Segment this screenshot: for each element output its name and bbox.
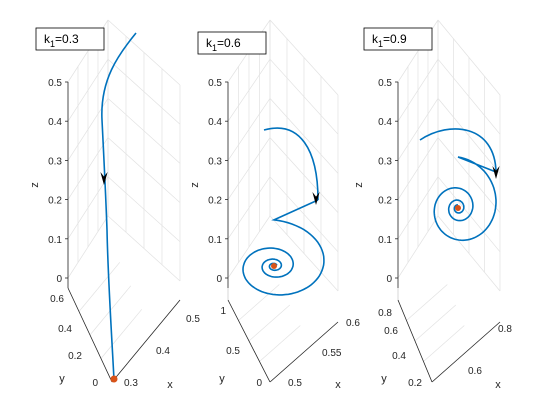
grid-line: [423, 325, 465, 362]
k1-label-prefix: k: [372, 32, 379, 46]
subplot-1: 0 0.1 0.2 0.3 0.4 0.5 0.3 0.4 0.5 0 0.2 0.4 0.6 x y z k1…: [29, 19, 200, 391]
z-tick-label: 0.5: [48, 78, 62, 89]
z-tick-label: 0.4: [208, 117, 222, 128]
grid-line: [100, 309, 143, 359]
y-tick-label: 0.6: [384, 326, 398, 337]
z-tick-label: 0.4: [378, 117, 392, 128]
z-axis-label: z: [29, 182, 41, 188]
z-tick-label: 0: [386, 274, 392, 285]
x-axis-line: [269, 321, 339, 383]
z-tick-label: 0.2: [378, 196, 392, 207]
y-tick-label: 0: [256, 378, 262, 389]
equilibrium-point: [110, 375, 118, 383]
y-axis-label: y: [59, 373, 65, 385]
z-tick-label: 0.3: [378, 156, 392, 167]
z-tick-label: 0.3: [208, 156, 222, 167]
k1-label-subscript: 1: [212, 43, 217, 53]
k1-label-box: [35, 27, 105, 51]
z-axis-label: z: [189, 182, 201, 188]
y-tick-label: 1: [220, 306, 226, 317]
subplot-3: 0 0.1 0.2 0.3 0.4 0.5 0.6 0.8 0.2 0.4 0.6 0.8 x y z k1=…: [353, 19, 512, 391]
z-tick-label: 0.1: [48, 235, 62, 246]
z-axis-label: z: [353, 182, 365, 188]
y-tick-label: 0.4: [58, 324, 72, 335]
direction-arrow: [312, 192, 320, 205]
k1-label-prefix: k: [44, 32, 51, 46]
k1-label-subscript: 1: [50, 39, 55, 49]
k1-label-suffix: =0.6: [217, 36, 241, 50]
k1-label-suffix: =0.9: [383, 32, 407, 46]
z-tick-label: 0.3: [48, 156, 62, 167]
z-tick-label: 0.2: [48, 196, 62, 207]
x-axis-line: [431, 321, 501, 383]
k1-label-subscript: 1: [378, 39, 383, 49]
grid-line: [414, 304, 457, 342]
direction-arrow: [492, 166, 500, 179]
k1-label: k1=0.6: [206, 36, 241, 53]
x-tick-label: 0.3: [124, 378, 138, 389]
y-axis-label: y: [219, 373, 225, 385]
grid-line: [238, 284, 280, 321]
x-tick-label: 0.6: [346, 318, 360, 329]
equilibrium-point: [455, 205, 461, 211]
trajectory-line: [263, 127, 319, 201]
z-tick-label: 0: [56, 274, 62, 285]
y-tick-label: 0.5: [226, 346, 240, 357]
x-tick-label: 0.4: [156, 346, 170, 357]
k1-label-box: [363, 27, 433, 51]
z-tick-label: 0.1: [378, 235, 392, 246]
k1-label: k1=0.9: [372, 32, 407, 49]
y-axis-line: [397, 299, 433, 383]
x-axis-label: x: [495, 379, 501, 391]
x-tick-label: 0.6: [468, 366, 482, 377]
trajectory-line: [101, 32, 137, 381]
grid-line: [259, 325, 301, 362]
x-axis-label: x: [167, 379, 173, 391]
y-tick-label: 0.8: [378, 308, 392, 319]
k1-label-prefix: k: [206, 36, 213, 50]
y-tick-label: 0.2: [408, 378, 422, 389]
y-axis-line: [227, 299, 271, 383]
x-axis-line: [111, 299, 181, 383]
y-tick-label: 0.4: [392, 351, 406, 362]
trajectory-spiral: [242, 199, 325, 296]
k1-label: k1=0.3: [44, 32, 79, 49]
equilibrium-point: [271, 263, 277, 269]
y-tick-label: 0.2: [68, 351, 82, 362]
z-tick-label: 0.5: [208, 78, 222, 89]
y-tick-label: 0: [92, 378, 98, 389]
x-tick-label: 0.8: [498, 324, 512, 335]
z-tick-label: 0: [216, 274, 222, 285]
x-tick-label: 0.5: [186, 314, 200, 325]
y-tick-label: 0.6: [50, 294, 64, 305]
k1-label-box: [197, 31, 267, 55]
grid-line: [248, 304, 291, 342]
k1-label-suffix: =0.3: [55, 32, 79, 46]
grid-line: [406, 284, 448, 321]
z-tick-label: 0.1: [208, 235, 222, 246]
direction-arrow: [100, 172, 108, 185]
trajectory-spiral: [433, 156, 497, 242]
z-tick-label: 0.4: [48, 117, 62, 128]
x-axis-label: x: [335, 379, 341, 391]
x-tick-label: 0.5: [288, 378, 302, 389]
y-axis-line: [67, 287, 113, 383]
x-tick-label: 0.55: [322, 348, 342, 359]
z-tick-label: 0.2: [208, 196, 222, 207]
y-axis-label: y: [381, 373, 387, 385]
trajectory-line: [419, 128, 497, 173]
grid-line: [78, 262, 121, 312]
z-tick-label: 0.5: [378, 78, 392, 89]
